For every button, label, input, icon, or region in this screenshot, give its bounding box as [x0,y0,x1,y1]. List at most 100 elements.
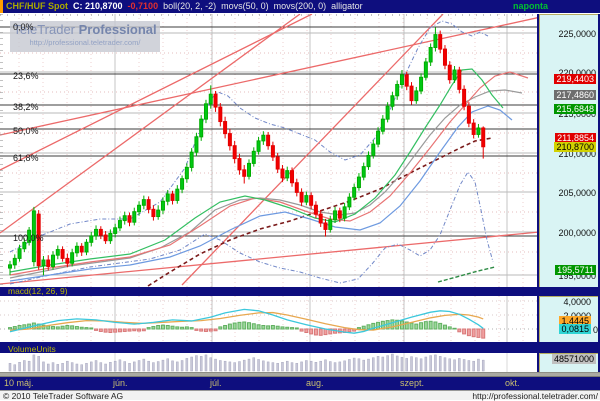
macd-histogram-bar [423,321,428,330]
interval-badge[interactable]: naponta [513,1,548,11]
volume-bar [18,361,21,372]
fibonacci-label: 100,0% [13,233,44,243]
moving-average-50 [9,89,523,279]
horizontal-scrollbar[interactable] [0,372,600,377]
candle-body [184,166,189,180]
volume-bar [56,364,60,372]
macd-histogram-bar [466,328,471,337]
candle-body [433,34,438,48]
legend-segment-5: movs(200, 0) [273,1,327,11]
macd-histogram-bar [79,326,84,330]
candle-body [17,248,22,259]
volume-bar [281,361,284,372]
macd-chart-canvas[interactable] [0,296,537,342]
macd-histogram-bar [442,324,447,330]
candle-body [256,140,261,152]
volume-bar [204,354,208,372]
volume-bar [305,360,308,372]
macd-histogram-bar [94,328,99,331]
legend-segment-4: movs(50, 0) [221,1,269,11]
volume-bar [75,363,79,372]
macd-value-badge: 0,0815 [559,324,591,334]
status-url[interactable]: http://professional.teletrader.com/ [472,391,598,401]
macd-histogram-bar [318,328,323,336]
macd-plot-area[interactable] [0,296,537,342]
volume-bar [462,359,466,372]
volume-bar [467,360,471,372]
volume-chart-canvas[interactable] [0,353,537,372]
volume-bar [90,361,93,372]
volume-bar [142,358,146,372]
legend-segment-0: CHF/HUF Spot [6,1,68,11]
macd-value-badge: 1,4445 [559,316,591,326]
price-tick-label: 225,0000 [558,29,596,39]
macd-histogram-bar [189,327,194,330]
volume-bar [247,358,251,372]
macd-histogram-bar [117,328,122,333]
volume-bar [295,363,299,372]
volume-bar [453,359,456,372]
macd-histogram-bar [180,326,185,330]
volume-bar [80,364,83,372]
macd-histogram-bar [356,327,361,330]
macd-histogram-bar [409,322,414,330]
teletrader-watermark: TeleTrader Professional http://professio… [10,21,160,52]
macd-histogram-bar [165,325,170,330]
candle-body [132,211,137,223]
volume-bar [23,360,26,372]
volume-bar [94,360,98,372]
price-axis[interactable]: 225,0000 220,0000 215,0000 210,0000 205,0000… [539,14,600,287]
macd-histogram-bar [428,320,433,330]
macd-histogram-bar [12,326,17,330]
macd-histogram-bar [347,328,352,333]
macd-histogram-bar [404,321,409,330]
indicator-value-badge: 217,4860 [554,90,596,100]
candle-body [466,105,471,124]
macd-histogram-bar [299,328,304,332]
volume-plot-area[interactable] [0,353,537,372]
macd-histogram-bar [141,328,146,332]
macd-histogram-bar [476,328,481,338]
macd-histogram-bar [232,322,237,330]
volume-axis[interactable]: 48571000 [539,353,600,372]
volume-bar [199,356,203,372]
volume-bar [223,360,227,372]
time-axis[interactable]: 10 máj. jún. júl. aug. szept. okt. [0,377,600,390]
volume-bar [137,360,141,372]
candle-body [79,245,84,253]
macd-histogram-bar [419,322,424,330]
candle-body [366,154,371,168]
volume-bar [252,357,256,372]
macd-histogram-bar [213,328,218,332]
candle-body [122,215,127,222]
price-tick-label: 205,0000 [558,188,596,198]
volume-bar [70,362,74,372]
candlestick-chart-canvas[interactable] [0,14,537,287]
legend-segment-2: -0,7100 [127,1,159,11]
volume-bar [166,358,169,372]
candle-body [290,170,295,184]
macd-histogram-bar [447,326,452,330]
candle-body [285,170,290,179]
candle-body [356,176,361,189]
candle-body [103,234,108,242]
volume-bar [42,361,45,372]
volume-bar [319,360,322,372]
volume-bar [133,361,136,372]
candle-body [361,166,366,178]
watermark-brand: TeleTrader Professional [13,22,157,37]
trend-line [0,14,301,234]
macd-histogram-bar [17,325,22,330]
status-bar: © 2010 TeleTrader Software AG http://pro… [0,390,600,401]
volume-bar [195,355,198,372]
candle-body [113,227,118,234]
macd-histogram-bar [146,327,151,330]
volume-bar [448,358,452,372]
candle-body [476,127,481,135]
volume-bar [266,361,270,372]
panel-separator [0,342,600,345]
volume-bar [219,360,222,372]
main-chart-plot-area[interactable] [0,14,537,287]
volume-bar [228,361,232,372]
